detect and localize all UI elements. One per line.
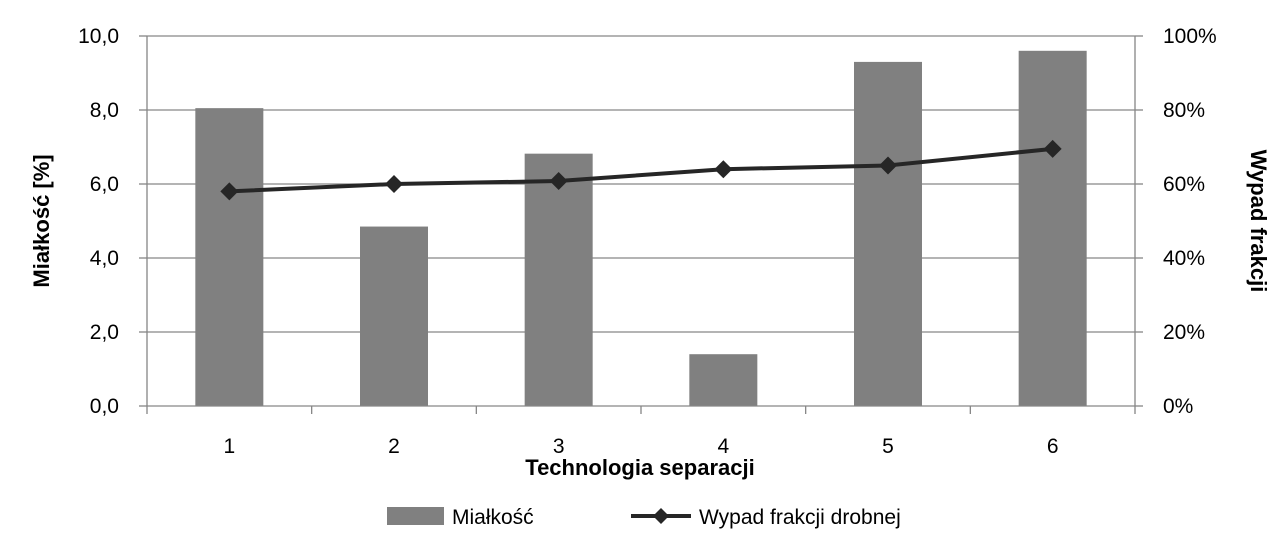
y-tick-label-right: 60% xyxy=(1163,173,1205,196)
y-axis-title-right: Wypad frakcji xyxy=(1246,150,1271,293)
legend-swatch-wypad-marker xyxy=(653,508,669,524)
bar-series xyxy=(195,50,1087,407)
marker-wypad-frakcji xyxy=(879,156,897,175)
x-tick-label: 3 xyxy=(553,435,565,458)
bar-mialkosc xyxy=(854,61,922,407)
bar-mialkosc xyxy=(689,354,758,406)
marker-wypad-frakcji xyxy=(385,175,403,193)
x-tick-label: 4 xyxy=(717,435,729,458)
y-tick-label-right: 20% xyxy=(1163,321,1205,344)
x-tick-label: 5 xyxy=(882,435,894,458)
y-tick-label-right: 0% xyxy=(1163,395,1193,418)
bar-mialkosc xyxy=(524,153,593,406)
tick-labels: 0,0 0% 2,0 20% 4,0 40% 6,0 60% 8,0 80% 10,0 100% 1 2 3… xyxy=(78,25,1217,458)
legend: Miałkość Wypad frakcji drobnej xyxy=(387,506,901,529)
y-tick-label-left: 10,0 xyxy=(78,25,119,48)
y-tick-label-left: 6,0 xyxy=(90,173,119,196)
line-series xyxy=(220,139,1062,201)
line-wypad-frakcji xyxy=(229,146,1053,194)
y-tick-label-right: 100% xyxy=(1163,25,1217,48)
x-tick-label: 2 xyxy=(388,435,400,458)
y-tick-label-left: 2,0 xyxy=(90,321,119,344)
legend-label-mialkosc: Miałkość xyxy=(452,506,534,529)
y-tick-label-right: 40% xyxy=(1163,247,1205,270)
marker-wypad-frakcji xyxy=(1043,139,1062,158)
bar-mialkosc xyxy=(1018,50,1087,407)
marker-wypad-frakcji xyxy=(714,160,733,179)
y-axis-title-left: Miałkość [%] xyxy=(29,154,54,287)
x-tick-label: 6 xyxy=(1047,435,1059,458)
bar-mialkosc xyxy=(360,226,428,406)
y-tick-label-right: 80% xyxy=(1163,99,1205,122)
bar-mialkosc xyxy=(195,108,264,407)
y-tick-label-left: 0,0 xyxy=(90,395,119,418)
marker-wypad-frakcji xyxy=(549,172,568,191)
marker-wypad-frakcji xyxy=(220,182,239,201)
y-tick-label-left: 4,0 xyxy=(90,247,119,270)
x-axis-title: Technologia separacji xyxy=(525,455,754,480)
legend-swatch-mialkosc xyxy=(387,507,444,525)
x-tick-label: 1 xyxy=(223,435,235,458)
legend-label-wypad: Wypad frakcji drobnej xyxy=(699,506,901,529)
gridlines xyxy=(147,35,1135,333)
y-tick-label-left: 8,0 xyxy=(90,99,119,122)
axes xyxy=(139,35,1143,414)
